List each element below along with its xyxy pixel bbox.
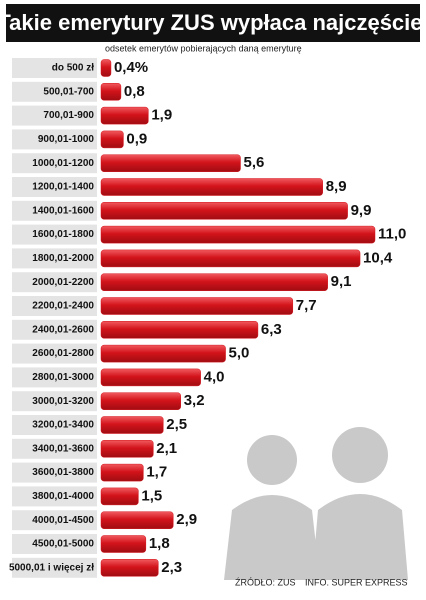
value-label: 7,7 [296, 297, 317, 314]
y-tick-label: 3600,01-3800 [32, 467, 94, 478]
category-box [12, 486, 97, 507]
value-label: 3,2 [184, 392, 205, 409]
value-label: 2,9 [176, 511, 197, 528]
category-box [12, 343, 97, 364]
bar [100, 511, 174, 529]
y-tick-label: 2600,01-2800 [32, 348, 94, 359]
bar [100, 249, 361, 268]
y-tick-label: 2200,01-2400 [32, 301, 94, 312]
bar [100, 416, 164, 434]
bar [100, 178, 323, 196]
y-tick-label: 4500,01-5000 [32, 539, 94, 550]
y-tick-label: 1000,01-1200 [32, 158, 94, 169]
decoration-silhouette [224, 427, 408, 580]
y-tick-label: 500,01-700 [43, 86, 94, 97]
category-box [12, 177, 97, 197]
category-box [12, 224, 97, 245]
category-box [12, 415, 97, 435]
bar [100, 83, 122, 101]
category-box [12, 81, 97, 102]
bar [100, 225, 376, 244]
category-box [12, 272, 97, 293]
value-label: 2,1 [156, 440, 177, 457]
category-box [12, 557, 97, 578]
y-tick-label: 2400,01-2600 [32, 324, 94, 335]
y-tick-label: 2000,01-2200 [32, 277, 94, 288]
y-tick-label: 1600,01-1800 [32, 229, 94, 240]
bar [100, 559, 159, 577]
value-label: 1,9 [151, 107, 172, 124]
chart-subtitle: odsetek emerytów pobierających daną emer… [105, 43, 302, 53]
y-tick-label: 1400,01-1600 [32, 205, 94, 216]
bar [100, 535, 147, 553]
y-tick-label: 3800,01-4000 [32, 491, 94, 502]
value-label: 6,3 [261, 321, 282, 338]
category-box [12, 153, 97, 174]
chart-title: Takie emerytury ZUS wypłaca najczęściej [0, 10, 426, 35]
y-tick-label: 900,01-1000 [38, 134, 95, 145]
value-label: 2,3 [161, 559, 182, 576]
y-tick-label: 700,01-900 [43, 110, 94, 121]
y-tick-label: 4000,01-4500 [32, 515, 94, 526]
category-box [12, 391, 97, 412]
value-label: 0,8 [124, 83, 145, 100]
value-label: 0,9 [126, 130, 147, 147]
y-tick-label: do 500 zł [52, 63, 94, 74]
category-box [12, 296, 97, 316]
bar [100, 202, 348, 220]
value-label: 1,5 [141, 487, 162, 504]
value-label: 5,0 [229, 345, 250, 362]
y-tick-label: 3000,01-3200 [32, 396, 94, 407]
value-label: 0,4% [114, 59, 148, 76]
bar [100, 321, 259, 339]
bar [100, 130, 124, 149]
bar [100, 368, 201, 387]
value-label: 9,9 [351, 202, 372, 219]
category-box [12, 510, 97, 531]
title-bar [6, 4, 420, 42]
y-tick-label: 2800,01-3000 [32, 372, 94, 383]
bar [100, 59, 112, 77]
bar [100, 487, 139, 506]
value-label: 5,6 [243, 154, 264, 171]
value-label: 10,4 [363, 249, 393, 266]
value-label: 8,9 [326, 178, 347, 195]
category-box [12, 462, 97, 483]
category-box [12, 367, 97, 388]
bar [100, 463, 144, 482]
value-label: 1,7 [146, 464, 167, 481]
bar [100, 297, 294, 315]
y-tick-label: 3400,01-3600 [32, 443, 94, 454]
category-box [12, 319, 97, 340]
category-box [12, 534, 97, 554]
y-tick-label: 3200,01-3400 [32, 420, 94, 431]
category-box [12, 200, 97, 221]
value-label: 11,0 [378, 226, 406, 243]
bar [100, 273, 328, 291]
category-box [12, 438, 97, 459]
category-box [12, 248, 97, 269]
value-label: 1,8 [149, 535, 170, 552]
value-label: 9,1 [331, 273, 352, 290]
bar [100, 154, 241, 172]
bar [100, 440, 154, 458]
y-tick-label: 1800,01-2000 [32, 253, 94, 264]
credit: INFO. SUPER EXPRESS [305, 577, 408, 587]
category-box [12, 58, 97, 78]
bar [100, 392, 181, 410]
bar [100, 106, 149, 125]
category-box [12, 105, 97, 126]
bar [100, 344, 226, 363]
category-box [12, 129, 97, 150]
value-label: 2,5 [166, 416, 187, 433]
value-label: 4,0 [204, 368, 225, 385]
y-tick-label: 5000,01 i więcej zł [9, 562, 94, 573]
source: ŹRÓDŁO: ZUS [235, 577, 296, 587]
y-tick-label: 1200,01-1400 [32, 182, 94, 193]
